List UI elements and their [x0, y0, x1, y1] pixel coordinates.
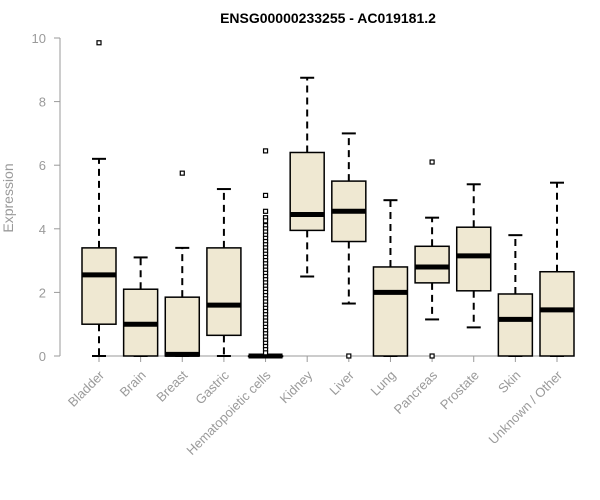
y-tick-label: 2	[39, 285, 46, 300]
box	[497, 293, 534, 357]
box-group	[497, 234, 534, 357]
x-tick-label: Breast	[153, 367, 190, 404]
box-group	[122, 256, 159, 357]
outlier-point	[429, 353, 435, 359]
x-tick-label: Skin	[495, 368, 523, 396]
x-tick-label: Liver	[326, 367, 357, 398]
x-tick-label: Kidney	[277, 367, 316, 406]
box-group	[455, 183, 492, 329]
x-tick-label: Lung	[368, 368, 399, 399]
x-tick-label: Prostate	[437, 368, 482, 413]
outlier-point	[96, 40, 102, 46]
box-group	[414, 159, 450, 359]
box-group	[81, 40, 117, 357]
outlier-point	[262, 218, 269, 224]
x-tick-label: Bladder	[65, 367, 108, 410]
box	[455, 226, 492, 292]
box	[81, 247, 117, 325]
box-group	[289, 76, 325, 278]
x-tick-label: Unknown / Other	[486, 367, 566, 447]
outlier-point	[429, 159, 435, 165]
x-tick-label: Pancreas	[391, 367, 441, 417]
box	[289, 151, 325, 232]
x-tick-label: Brain	[117, 368, 149, 400]
outlier-point	[179, 170, 185, 176]
box	[206, 247, 242, 337]
y-axis-label: Expression	[0, 163, 16, 232]
box	[372, 266, 409, 357]
outlier-point	[262, 208, 269, 214]
y-axis: 0 2 4 6 8 10	[32, 31, 61, 364]
outlier-point	[346, 353, 352, 359]
y-tick-label: 6	[39, 158, 46, 173]
y-tick-label: 0	[39, 349, 46, 364]
box-group	[247, 148, 284, 359]
outlier-point	[262, 148, 269, 154]
y-tick-label: 8	[39, 95, 46, 110]
box	[539, 270, 575, 357]
box-group	[372, 199, 409, 357]
box-group	[331, 132, 367, 359]
y-tick-label: 10	[32, 31, 46, 46]
y-tick-label: 4	[39, 222, 46, 237]
outlier-point	[262, 192, 269, 199]
plot-area	[81, 40, 575, 359]
outlier-point	[262, 350, 269, 356]
box-group	[164, 170, 201, 357]
box	[164, 296, 201, 357]
box-group	[539, 181, 575, 357]
x-tick-label: Gastric	[192, 367, 232, 407]
box-group	[206, 188, 242, 357]
chart-title: ENSG00000233255 - AC019181.2	[220, 10, 436, 26]
